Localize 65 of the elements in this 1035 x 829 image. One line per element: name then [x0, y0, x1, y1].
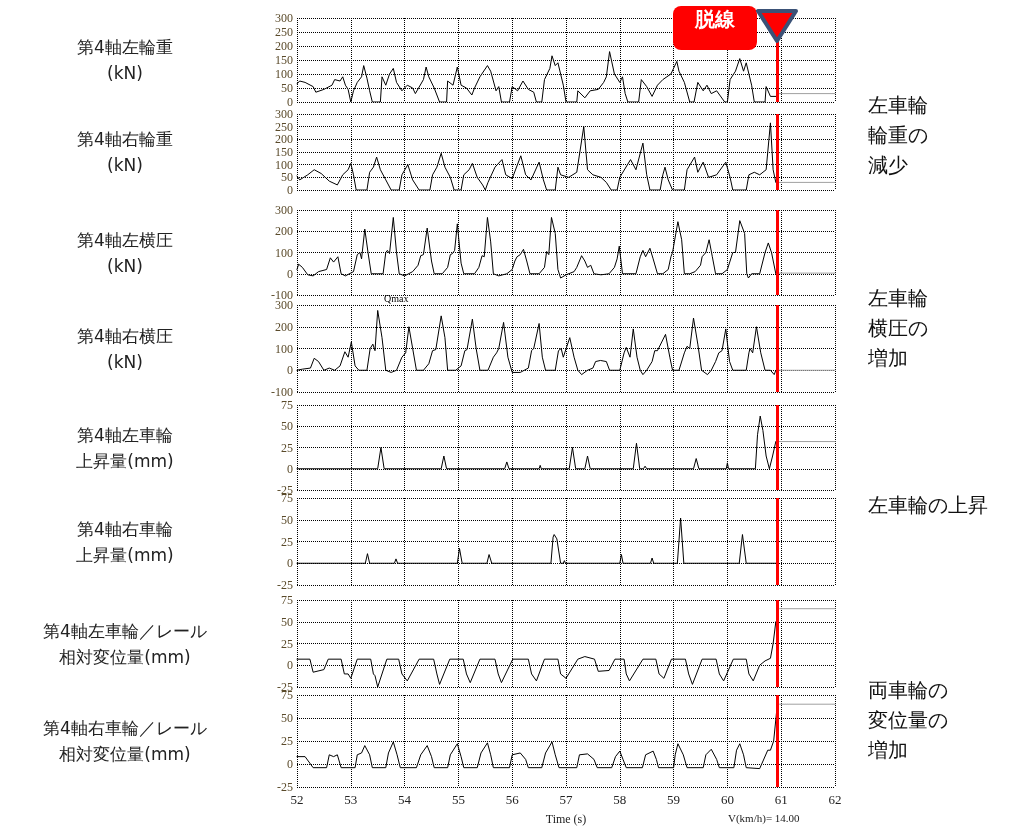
x-tick-label: 54	[398, 792, 412, 807]
y-axis-title: 第4軸左横圧 (kN)	[77, 229, 173, 276]
y-tick-label: 75	[281, 398, 293, 412]
x-tick-label: 59	[667, 792, 681, 807]
y-tick-label: 0	[287, 757, 293, 771]
text: V(km/h)= 14.00	[728, 811, 801, 825]
y-tick-label: 0	[287, 461, 293, 476]
x-tick-label: 52	[290, 792, 304, 807]
text: 左車輪輪重の減少	[868, 93, 928, 177]
y-tick-label: 75	[281, 593, 293, 607]
y-tick-label: -100	[271, 385, 293, 399]
y-tick-label: 0	[287, 266, 293, 281]
y-tick-label: 300	[275, 107, 293, 121]
y-tick-label: 200	[275, 224, 293, 239]
y-axis-title: 第4軸右横圧 (kN)	[77, 325, 173, 372]
y-tick-label: 0	[287, 658, 293, 673]
x-tick-label: 61	[774, 792, 788, 807]
text: 左車輪の上昇	[868, 493, 988, 517]
y-tick-label: 100	[275, 157, 293, 172]
y-axis-title: 第4軸右車輪上昇量(mm)	[76, 518, 174, 565]
annotation: Qmax	[384, 292, 409, 304]
y-tick-label: 50	[281, 81, 293, 95]
y-tick-label: 50	[281, 419, 293, 434]
y-axis-title: 第4軸右車輪／レール相対変位量(mm)	[43, 718, 207, 764]
y-axis-title: 第4軸左輪重 (kN)	[77, 37, 173, 83]
y-tick-label: 100	[275, 67, 293, 81]
x-tick-label: 56	[505, 792, 520, 807]
y-axis-title: 第4軸左車輪／レール相対変位量(mm)	[43, 620, 207, 667]
y-tick-label: 100	[275, 341, 293, 356]
y-tick-label: 50	[281, 170, 293, 185]
y-tick-label: 300	[275, 11, 293, 25]
x-tick-label: 55	[451, 792, 465, 807]
y-tick-label: 200	[275, 319, 293, 334]
x-tick-label: 57	[559, 792, 573, 807]
y-tick-label: 0	[287, 95, 293, 109]
y-tick-label: 25	[281, 440, 293, 455]
y-tick-label: 200	[275, 132, 293, 147]
y-tick-label: 25	[281, 636, 293, 651]
y-tick-label: -25	[277, 578, 293, 592]
y-tick-label: 250	[275, 119, 293, 134]
y-tick-label: 100	[275, 245, 293, 260]
y-tick-label: 50	[281, 512, 293, 527]
y-tick-label: 300	[275, 203, 293, 217]
y-tick-label: 200	[275, 39, 293, 53]
x-tick-label: 60	[720, 792, 734, 807]
y-axis-title: 第4軸左車輪上昇量(mm)	[76, 424, 174, 471]
y-tick-label: 25	[281, 734, 293, 748]
y-tick-label: 150	[275, 53, 293, 67]
x-tick-label: 58	[613, 792, 627, 807]
x-tick-label: 53	[344, 792, 358, 807]
text: 左車輪横圧の増加	[867, 286, 928, 370]
text: 両車輪の変位量の増加	[867, 678, 948, 762]
y-tick-label: 50	[281, 711, 293, 725]
x-axis-title: Time (s)	[545, 812, 587, 826]
y-tick-label: -25	[277, 780, 293, 794]
y-tick-label: 250	[275, 25, 293, 39]
x-tick-label: 62	[828, 792, 842, 807]
y-axis-title: 第4軸右輪重 (kN)	[77, 129, 173, 175]
y-tick-label: 0	[287, 183, 293, 197]
y-tick-label: 0	[287, 363, 293, 378]
y-tick-label: 0	[287, 556, 293, 571]
y-tick-label: 150	[275, 145, 293, 159]
ref-line-label: 脱線	[673, 6, 758, 50]
y-tick-label: 50	[281, 614, 293, 629]
y-tick-label: 25	[281, 534, 293, 549]
